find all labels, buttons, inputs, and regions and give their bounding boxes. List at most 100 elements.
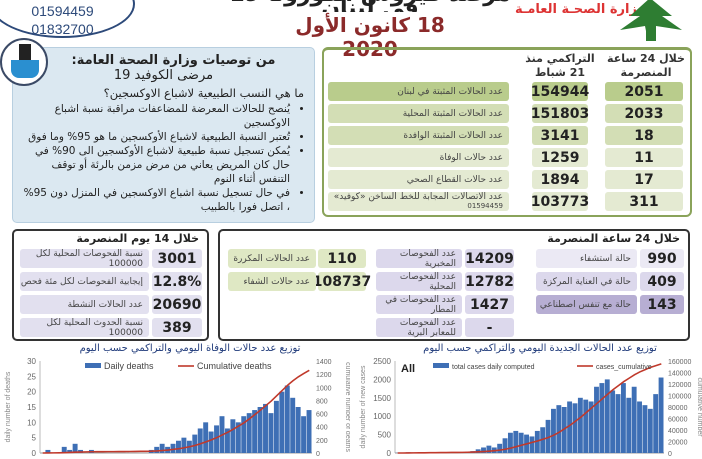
stat-label: نسبة الحدوث المحلية لكل 100000 — [20, 318, 149, 338]
stat-label: نسبة الفحوصات المحلية لكل 100000 — [20, 249, 149, 269]
summary-row-label-text: عدد الاتصالات المجابة للخط الساخن «كوفيد… — [333, 192, 503, 202]
col-header-cumulative: التراكمي منذ 21 شباط — [525, 52, 595, 79]
daily-bar — [610, 390, 616, 453]
last-24-hours-title: خلال 24 ساعة المنصرمة — [547, 232, 680, 245]
doctor-icon — [0, 38, 48, 86]
daily-bar — [653, 394, 659, 453]
daily-bar — [529, 436, 535, 453]
summary-row-24h: 17 — [605, 170, 683, 189]
summary-row-label: عدد الحالات المثبتة الوافدة — [328, 126, 509, 145]
summary-row-cumulative: 1894 — [532, 170, 588, 189]
daily-bar — [637, 401, 642, 453]
daily-bar — [67, 449, 73, 453]
y2-tick-label: 0 — [316, 451, 320, 458]
daily-bar — [301, 416, 307, 453]
cumulative-line — [42, 369, 310, 454]
summary-row-24h: 2033 — [605, 104, 683, 123]
daily-bar — [279, 391, 285, 453]
daily-bar — [556, 405, 562, 453]
daily-bar — [181, 437, 187, 453]
summary-row-cumulative: 154944 — [530, 82, 590, 101]
daily-bar — [561, 407, 567, 453]
y2-tick-label: 140000 — [668, 371, 691, 378]
test-value: - — [465, 318, 514, 337]
legend-bar-swatch — [433, 363, 449, 368]
daily-bar — [72, 443, 78, 453]
daily-bar — [197, 428, 203, 453]
y-tick-label: 0 — [32, 449, 37, 458]
summary-row-label: عدد الحالات المثبتة المحلية — [328, 104, 509, 123]
daily-bar — [176, 440, 181, 453]
y-tick-label: 2500 — [373, 357, 391, 366]
daily-bar — [241, 416, 247, 453]
hotline-phone-2: 01832700 — [31, 21, 94, 37]
daily-bar — [235, 422, 241, 453]
recommendation-item: يُمكن تسجيل نسبة طبيعية لاشباع الأوكسجين… — [23, 144, 290, 186]
hotline-number: 01594459 — [467, 202, 503, 210]
recommendations-heading: من توصيات وزارة الصحة العامة: — [71, 53, 276, 68]
y2-tick-label: 1200 — [316, 372, 332, 379]
stat-value: 12.8% — [152, 272, 202, 291]
y2-tick-label: 0 — [668, 451, 672, 458]
cases-chart: 0 500 1000 1500 2000 2500 0 20000 40000 60000 8000… — [360, 357, 702, 458]
y2-tick-label: 20000 — [668, 440, 688, 447]
daily-bar — [577, 397, 583, 453]
y-tick-label: 1000 — [373, 412, 391, 421]
daily-bar — [594, 386, 599, 453]
daily-bar — [497, 443, 503, 453]
summary-panel: خلال 24 ساعة المنصرمة التراكمي منذ 21 شب… — [322, 47, 692, 217]
y2-tick-label: 120000 — [668, 382, 691, 389]
recommendations-list: يُنصح للحالات المعرضة للمضاعفات مراقبة ن… — [23, 102, 304, 214]
legend-bar-label: total cases daily computed — [452, 364, 535, 371]
daily-bar — [567, 401, 573, 453]
daily-bar — [631, 386, 637, 453]
y-tick-label: 5 — [32, 434, 37, 443]
daily-bar — [626, 397, 632, 453]
daily-bar — [588, 401, 594, 453]
recommendation-item: تُعتبر النسبة الطبيعية لاشباع الأوكسجين … — [23, 130, 290, 144]
daily-bar — [513, 430, 519, 453]
deaths-chart: 0 5 10 15 20 25 30 0 200 400 600 800 1000 1200 1400 dai… — [5, 357, 350, 458]
summary-row-cumulative: 103773 — [530, 192, 590, 211]
daily-bar — [620, 383, 626, 453]
test-label: عدد الفحوصات المخبرية — [376, 249, 462, 269]
last-14-days-panel: خلال 14 يوم المنصرمة 3001 نسبة الفحوصات ا… — [12, 229, 209, 341]
hospital-value: 409 — [640, 272, 684, 291]
daily-bar — [295, 407, 301, 453]
y-tick-label: 0 — [387, 449, 392, 458]
daily-bar — [615, 394, 621, 453]
daily-bar — [252, 410, 258, 453]
legend-bar-swatch — [85, 363, 101, 368]
test-value: 1427 — [465, 295, 514, 314]
summary-row-label: عدد حالات الوفاة — [328, 148, 509, 167]
y2-tick-label: 600 — [316, 412, 328, 419]
daily-bar — [658, 377, 664, 453]
y2-tick-label: 1400 — [316, 359, 332, 366]
daily-bar — [647, 408, 653, 453]
cedar-logo-icon — [620, 0, 682, 41]
ministry-name: وزارة الصحـة العامـة — [515, 2, 646, 17]
summary-row-cumulative: 1259 — [532, 148, 588, 167]
daily-bar — [290, 397, 296, 453]
page-title: مرصد فيروس الكورونا 19 في لبنان — [220, 0, 520, 12]
stat-label: إيجابية الفحوصات لكل مئة فحص — [20, 272, 149, 291]
y-tick-label: 30 — [27, 357, 36, 366]
hospital-label: حالة مع تنفس اصطناعي — [536, 295, 637, 314]
y2-tick-label: 200 — [316, 438, 328, 445]
daily-bar — [534, 430, 540, 453]
daily-bar — [263, 403, 268, 453]
y2-tick-label: 800 — [316, 398, 328, 405]
summary-row-24h: 2051 — [605, 82, 683, 101]
hospital-value: 990 — [640, 249, 684, 268]
daily-bar — [61, 446, 67, 453]
hotline-phone-1: 01594459 — [31, 3, 94, 19]
daily-bar — [507, 432, 513, 453]
other-value: 108737 — [312, 272, 372, 291]
y-tick-label: 15 — [27, 403, 36, 412]
test-value: 14209 — [465, 249, 514, 268]
stat-value: 389 — [152, 318, 202, 337]
hospital-label: حالة في العناية المركزة — [536, 272, 637, 291]
daily-bar — [203, 422, 209, 453]
daily-bar — [502, 438, 508, 453]
y2-tick-label: 80000 — [668, 405, 688, 412]
